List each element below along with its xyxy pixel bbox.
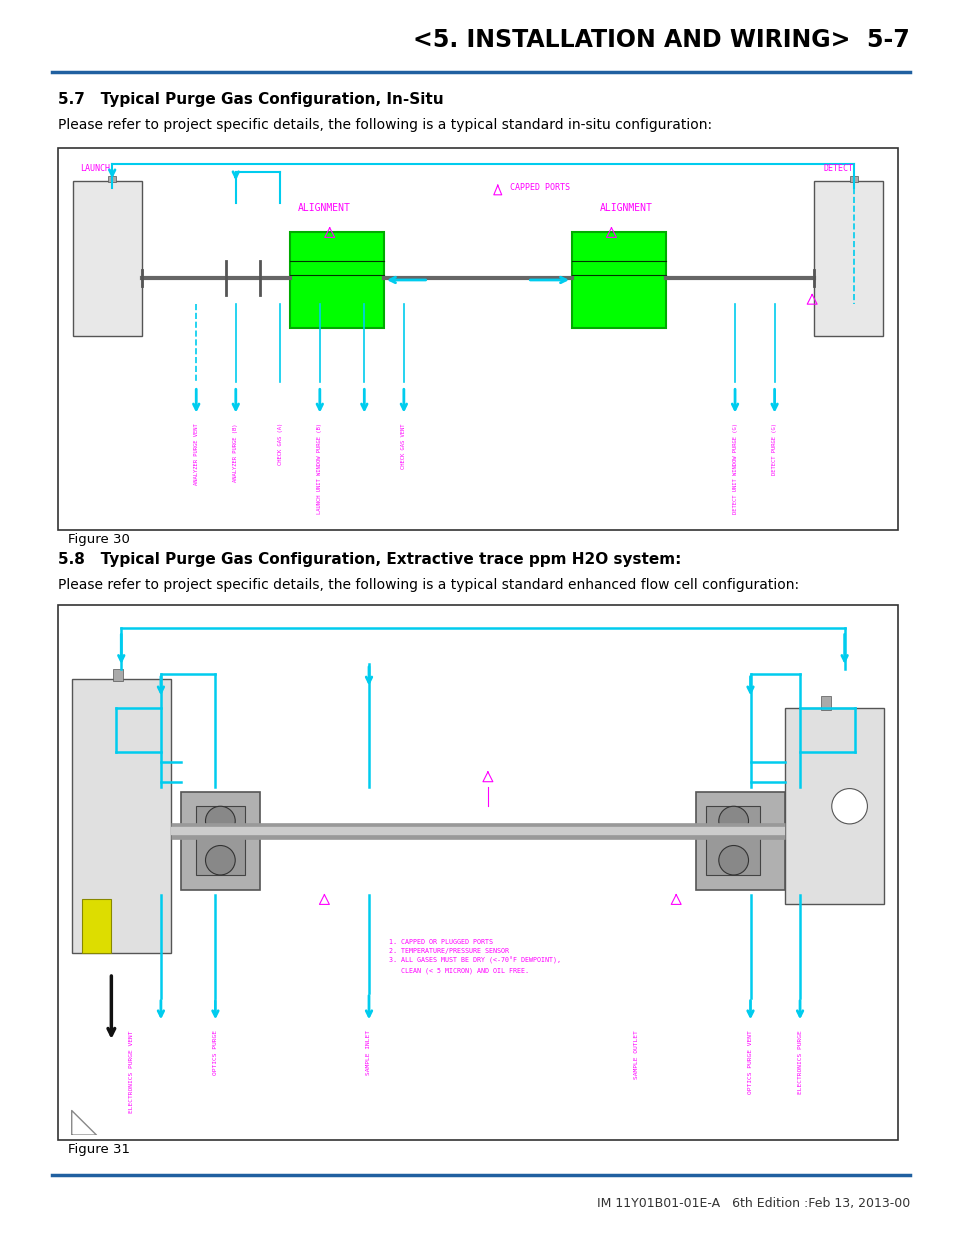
Text: ALIGNMENT: ALIGNMENT <box>298 203 351 212</box>
Bar <box>58 605 897 1140</box>
Ellipse shape <box>205 846 235 874</box>
Text: ANALYZER PURGE VENT: ANALYZER PURGE VENT <box>193 424 198 485</box>
Ellipse shape <box>718 846 748 874</box>
Bar <box>290 232 384 329</box>
Bar <box>195 806 245 874</box>
Circle shape <box>831 789 866 824</box>
Text: CHECK GAS VENT: CHECK GAS VENT <box>401 424 406 469</box>
Text: CAPPED PORTS: CAPPED PORTS <box>509 183 569 193</box>
Text: 1. CAPPED OR PLUGGED PORTS
2. TEMPERATURE/PRESSURE SENSOR
3. ALL GASES MUST BE D: 1. CAPPED OR PLUGGED PORTS 2. TEMPERATUR… <box>389 939 560 974</box>
Bar <box>180 792 260 889</box>
Text: LAUNCH: LAUNCH <box>80 164 111 173</box>
Bar <box>108 177 116 183</box>
Bar <box>784 708 883 904</box>
Text: DETECT UNIT WINDOW PURGE (G): DETECT UNIT WINDOW PURGE (G) <box>732 424 737 514</box>
Text: 5.7   Typical Purge Gas Configuration, In-Situ: 5.7 Typical Purge Gas Configuration, In-… <box>58 91 443 107</box>
Bar <box>72 182 142 336</box>
Bar <box>71 679 171 953</box>
Text: 5.8   Typical Purge Gas Configuration, Extractive trace ppm H2O system:: 5.8 Typical Purge Gas Configuration, Ext… <box>58 552 680 567</box>
Text: OPTICS PURGE: OPTICS PURGE <box>213 1030 217 1074</box>
Text: Figure 31: Figure 31 <box>68 1144 130 1156</box>
Bar <box>820 697 830 710</box>
Text: SAMPLE OUTLET: SAMPLE OUTLET <box>634 1030 639 1079</box>
Bar <box>571 232 665 329</box>
Text: Please refer to project specific details, the following is a typical standard in: Please refer to project specific details… <box>58 119 711 132</box>
Text: DETECT PURGE (G): DETECT PURGE (G) <box>771 424 777 475</box>
Text: <5. INSTALLATION AND WIRING>  5-7: <5. INSTALLATION AND WIRING> 5-7 <box>413 28 909 52</box>
Bar <box>113 669 123 680</box>
Bar <box>82 899 112 953</box>
Text: ELECTRONICS PURGE: ELECTRONICS PURGE <box>797 1030 801 1094</box>
Ellipse shape <box>718 806 748 836</box>
Text: SAMPLE INLET: SAMPLE INLET <box>366 1030 371 1074</box>
Text: Figure 30: Figure 30 <box>68 534 130 546</box>
Text: IM 11Y01B01-01E-A   6th Edition :Feb 13, 2013-00: IM 11Y01B01-01E-A 6th Edition :Feb 13, 2… <box>597 1197 909 1210</box>
Bar <box>58 148 897 530</box>
Ellipse shape <box>205 806 235 836</box>
Text: ALIGNMENT: ALIGNMENT <box>599 203 652 212</box>
Bar <box>849 177 857 183</box>
Text: ANALYZER PURGE (B): ANALYZER PURGE (B) <box>233 424 238 482</box>
Text: CHECK GAS (A): CHECK GAS (A) <box>277 424 282 466</box>
Text: Please refer to project specific details, the following is a typical standard en: Please refer to project specific details… <box>58 578 799 592</box>
Text: OPTICS PURGE VENT: OPTICS PURGE VENT <box>747 1030 752 1094</box>
Text: LAUNCH UNIT WINDOW PURGE (B): LAUNCH UNIT WINDOW PURGE (B) <box>317 424 322 514</box>
Bar <box>705 806 760 874</box>
Bar <box>696 792 784 889</box>
Text: DETECT: DETECT <box>822 164 853 173</box>
Text: ELECTRONICS PURGE VENT: ELECTRONICS PURGE VENT <box>129 1030 133 1113</box>
Bar <box>813 182 882 336</box>
